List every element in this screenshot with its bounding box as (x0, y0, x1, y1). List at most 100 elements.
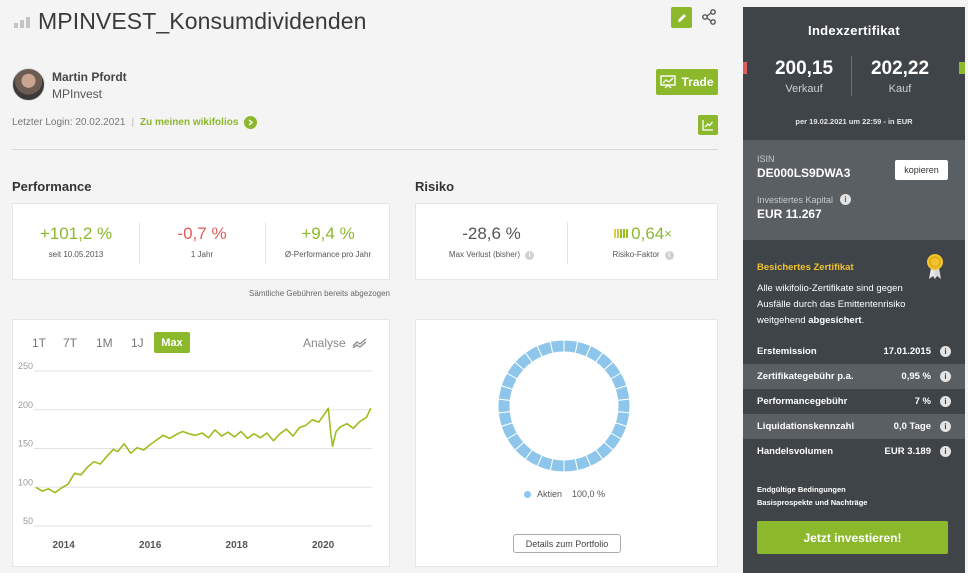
row-label: Performancegebühr (757, 396, 848, 407)
author-name[interactable]: Martin Pfordt (52, 70, 127, 84)
prospectus-link[interactable]: Basisprospekte und Nachträge (757, 498, 868, 507)
y-tick-label: 150 (18, 439, 33, 449)
info-icon[interactable]: i (940, 346, 951, 357)
arrow-right-icon[interactable] (244, 116, 258, 129)
risk-card: -28,6 % Max Verlust (bisher) i 0,64 × Ris… (415, 203, 718, 280)
last-login: Letzter Login: 20.02.2021 (12, 117, 126, 128)
performance-card: +101,2 % seit 10.05.2013 -0,7 % 1 Jahr +… (12, 203, 390, 280)
kpi-avg-performance: +9,4 % Ø-Performance pro Jahr (265, 204, 391, 279)
isin-label: ISIN (757, 154, 775, 164)
y-tick-label: 100 (18, 477, 33, 487)
timeframe-1j[interactable]: 1J (131, 336, 144, 350)
trade-button[interactable]: Trade (656, 69, 718, 95)
share-icon[interactable] (700, 8, 718, 26)
risk-heading: Risiko (415, 179, 455, 194)
divider (12, 149, 718, 150)
info-row-liquidation: Liquidationskennzahl 0,0 Tage i (743, 414, 965, 439)
row-label: Erstemission (757, 346, 817, 357)
terms-links: Endgültige Bedingungen Basisprospekte un… (757, 483, 867, 509)
performance-heading: Performance (12, 179, 92, 194)
donut-segment (563, 458, 579, 473)
y-tick-label: 250 (18, 361, 33, 371)
pencil-icon (677, 13, 686, 22)
portfolio-details-button[interactable]: Details zum Portfolio (513, 534, 621, 553)
timeframe-1m[interactable]: 1M (96, 336, 113, 350)
price-date: per 19.02.2021 um 22:59 - in EUR (795, 117, 913, 126)
row-label: Liquidationskennzahl (757, 421, 855, 432)
isin-panel (743, 140, 965, 240)
x-tick-label: 2020 (312, 540, 335, 551)
sell-price-box: 200,15 Verkauf (754, 58, 854, 95)
kpi-label-row: Max Verlust (bisher) i (448, 249, 535, 260)
row-label: Handelsvolumen (757, 446, 834, 457)
kpi-label: Max Verlust (bisher) (448, 249, 521, 259)
legend-value: 100,0 % (572, 489, 606, 499)
info-icon[interactable]: i (940, 446, 951, 457)
info-icon[interactable]: i (940, 421, 951, 432)
wikifolios-link[interactable]: Zu meinen wikifolios (140, 117, 239, 128)
avatar[interactable] (12, 68, 45, 101)
info-icon[interactable]: i (940, 371, 951, 382)
line-chart[interactable]: 50 100 150 200 250 2014 2016 2018 2020 (12, 360, 390, 555)
x-tick-label: 2018 (226, 540, 249, 551)
risk-gauge-icon (614, 229, 629, 238)
kpi-max-loss: -28,6 % Max Verlust (bisher) i (416, 204, 567, 279)
buy-marker (959, 62, 965, 74)
analyse-button[interactable]: Analyse (303, 336, 368, 350)
donut-segment (617, 398, 631, 414)
allocation-legend: Aktien 100,0 % (524, 489, 605, 499)
series-line (35, 407, 372, 494)
legend-label: Aktien (537, 489, 563, 499)
bar-chart-icon (14, 16, 30, 28)
invest-button[interactable]: Jetzt investieren! (757, 521, 948, 554)
kpi-value: +101,2 % (39, 224, 113, 243)
row-value: 0,95 % (901, 371, 931, 382)
chart-up-icon (702, 120, 713, 131)
kpi-label: Ø-Performance pro Jahr (284, 250, 372, 259)
y-tick-label: 200 (18, 400, 33, 410)
kpi-value: -28,6 % (462, 223, 521, 243)
analyse-label: Analyse (303, 336, 346, 350)
allocation-donut[interactable] (495, 337, 633, 475)
copy-isin-button[interactable]: kopieren (895, 160, 948, 180)
kpi-value: -0,7 % (177, 224, 227, 243)
info-icon[interactable]: i (840, 194, 852, 205)
separator: | (131, 117, 135, 128)
sidebar-heading: Indexzertifikat (808, 23, 900, 38)
kpi-label-row: Risiko-Faktor i (612, 250, 674, 260)
row-value: 7 % (914, 396, 931, 407)
legend-swatch (524, 490, 531, 498)
timeframe-1t[interactable]: 1T (32, 336, 47, 350)
info-icon[interactable]: i (664, 250, 674, 260)
buy-label: Kauf (888, 83, 912, 95)
analyse-icon (352, 338, 367, 349)
kpi-one-year: -0,7 % 1 Jahr (139, 204, 265, 279)
edit-button[interactable] (671, 7, 692, 28)
price-divider (851, 56, 852, 96)
info-icon[interactable]: i (940, 396, 951, 407)
capital-label: Investiertes Kapital (757, 194, 834, 205)
info-row-first-issue: Erstemission 17.01.2015 i (743, 339, 965, 364)
fees-note: Sämtliche Gebühren bereits abgezogen (249, 289, 390, 298)
info-row-performance-fee: Performancegebühr 7 % i (743, 389, 965, 414)
secured-text-end: . (861, 315, 865, 326)
timeframe-7t[interactable]: 7T (63, 336, 78, 350)
medal-icon (927, 254, 943, 279)
final-terms-link[interactable]: Endgültige Bedingungen (757, 485, 846, 494)
kpi-value: 0,64 (631, 223, 665, 243)
allocation-card (415, 319, 718, 567)
kpi-suffix: × (664, 226, 672, 241)
row-label: Zertifikategebühr p.a. (757, 371, 854, 382)
donut-segment (549, 339, 565, 354)
timeframe-max[interactable]: Max (154, 332, 190, 353)
info-icon[interactable]: i (525, 250, 535, 260)
buy-price-box: 202,22 Kauf (850, 58, 950, 95)
chart-up-button[interactable] (698, 115, 718, 135)
trade-label: Trade (681, 75, 714, 89)
trade-icon (660, 75, 677, 89)
donut-segment (497, 398, 511, 414)
kpi-since-start: +101,2 % seit 10.05.2013 (13, 204, 139, 279)
info-row-certificate-fee: Zertifikategebühr p.a. 0,95 % i (743, 364, 965, 389)
page-title: MPINVEST_Konsumdividenden (38, 8, 367, 34)
kpi-divider (567, 222, 568, 264)
